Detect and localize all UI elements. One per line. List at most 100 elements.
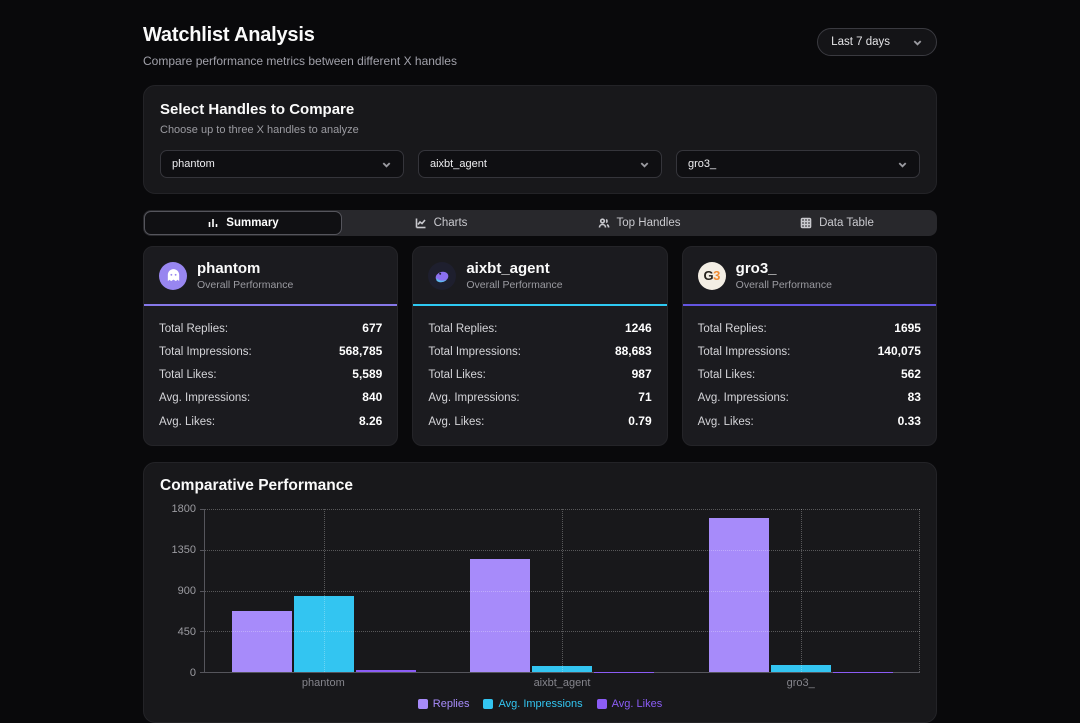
metric-row: Avg. Impressions: 71 — [428, 386, 651, 409]
metric-row: Total Replies:1246 — [428, 316, 651, 339]
metric-value: 5,589 — [352, 367, 382, 381]
metric-label: Avg. Impressions: — [428, 392, 519, 404]
handle-select-2[interactable]: aixbt_agent — [418, 150, 662, 178]
tab-charts[interactable]: Charts — [342, 211, 540, 235]
metric-row: Total Likes:562 — [698, 363, 921, 386]
metric-label: Total Replies: — [159, 323, 228, 335]
card-gro3-header: G3 gro3_ Overall Performance — [683, 247, 936, 306]
date-range-select[interactable]: Last 7 days — [817, 28, 937, 56]
tab-top-handles-label: Top Handles — [617, 217, 681, 229]
x-tick-label: aixbt_agent — [443, 677, 682, 689]
metric-value: 71 — [638, 390, 651, 404]
header-text: Watchlist Analysis Compare performance m… — [143, 24, 457, 68]
legend-swatch — [418, 699, 428, 709]
handle-picker-title: Select Handles to Compare — [160, 101, 920, 118]
metric-label: Total Likes: — [428, 369, 486, 381]
bar-gro3_-replies — [709, 518, 769, 672]
metric-row: Avg. Likes: 0.33 — [698, 409, 921, 432]
metric-row: Total Likes: 987 — [428, 363, 651, 386]
metric-value: 840 — [362, 390, 382, 404]
metric-row: Avg. Likes: 8.26 — [159, 409, 382, 432]
metric-row: Total Impressions:88,683 — [428, 339, 651, 362]
aixbt-avatar — [428, 262, 456, 290]
page-header: Watchlist Analysis Compare performance m… — [143, 24, 937, 68]
page-title: Watchlist Analysis — [143, 24, 457, 47]
card-phantom-metrics: Total Replies: 677 Total Impressions: 568,… — [144, 306, 397, 445]
metric-value: 677 — [362, 321, 382, 335]
y-tick-mark — [200, 672, 205, 673]
metric-value: 8.26 — [359, 414, 382, 428]
bar-aixbt_agent-replies — [470, 559, 530, 673]
metric-row: Total Impressions: 140,075 — [698, 339, 921, 362]
handle-select-3[interactable]: gro3_ — [676, 150, 920, 178]
metric-value: 568,785 — [339, 344, 382, 358]
metric-label: Avg. Impressions: — [159, 392, 250, 404]
handle-select-1[interactable]: phantom — [160, 150, 404, 178]
card-aixbt-agent: aixbt_agent Overall Performance Total Re… — [412, 246, 667, 446]
chart-plot — [204, 509, 920, 673]
metric-row: Total Likes:5,589 — [159, 363, 382, 386]
bar-phantom-replies — [232, 611, 292, 673]
page-subtitle: Compare performance metrics between diff… — [143, 54, 457, 68]
tab-summary[interactable]: Summary — [144, 211, 342, 235]
handle-picker-card: Select Handles to Compare Choose up to t… — [143, 85, 937, 194]
y-tick-label: 1800 — [172, 503, 196, 515]
card-phantom: phantom Overall Performance Total Replie… — [143, 246, 398, 446]
metric-label: Total Impressions: — [698, 346, 791, 358]
summary-cards-row: phantom Overall Performance Total Replie… — [143, 246, 937, 446]
bar-chart-icon — [207, 217, 219, 229]
metric-row: Total Replies:1695 — [698, 316, 921, 339]
metric-value: 1246 — [625, 321, 652, 335]
metric-row: Avg. Impressions: 840 — [159, 386, 382, 409]
y-tick-mark — [200, 509, 205, 510]
metric-label: Avg. Likes: — [428, 416, 484, 428]
handle-subtitle: Overall Performance — [197, 279, 293, 291]
card-gro3-titles: gro3_ Overall Performance — [736, 260, 832, 291]
tab-summary-label: Summary — [226, 217, 278, 229]
metric-label: Total Impressions: — [159, 346, 252, 358]
metric-label: Avg. Likes: — [698, 416, 754, 428]
v-gridline — [919, 509, 920, 672]
chart-title: Comparative Performance — [160, 477, 920, 495]
legend-swatch — [597, 699, 607, 709]
metric-label: Avg. Impressions: — [698, 392, 789, 404]
chevron-down-icon — [639, 159, 650, 170]
metric-value: 140,075 — [878, 344, 921, 358]
handle-name: aixbt_agent — [466, 260, 562, 277]
y-tick-label: 900 — [178, 585, 196, 597]
x-tick-label: phantom — [204, 677, 443, 689]
chevron-down-icon — [897, 159, 908, 170]
card-phantom-header: phantom Overall Performance — [144, 247, 397, 306]
card-aixbt-metrics: Total Replies:1246 Total Impressions:88,… — [413, 306, 666, 445]
card-aixbt-titles: aixbt_agent Overall Performance — [466, 260, 562, 291]
chevron-down-icon — [912, 37, 923, 48]
handle-subtitle: Overall Performance — [466, 279, 562, 291]
date-range-value: Last 7 days — [831, 36, 890, 48]
ghost-icon — [165, 267, 182, 284]
tab-data-table[interactable]: Data Table — [738, 211, 936, 235]
h-gridline — [205, 509, 920, 510]
g3-logo: G3 — [703, 268, 719, 283]
line-chart-icon — [415, 217, 427, 229]
tab-top-handles[interactable]: Top Handles — [540, 211, 738, 235]
metric-value: 88,683 — [615, 344, 652, 358]
table-icon — [800, 217, 812, 229]
tab-data-table-label: Data Table — [819, 217, 874, 229]
handle-select-2-value: aixbt_agent — [430, 158, 487, 170]
metric-value: 0.79 — [628, 414, 651, 428]
handle-select-3-value: gro3_ — [688, 158, 716, 170]
y-tick-label: 450 — [178, 626, 196, 638]
metric-value: 0.33 — [898, 414, 921, 428]
h-gridline — [205, 631, 920, 632]
y-tick-mark — [200, 631, 205, 632]
users-icon — [598, 217, 610, 229]
legend-swatch — [483, 699, 493, 709]
gro3-avatar: G3 — [698, 262, 726, 290]
metric-label: Total Replies: — [698, 323, 767, 335]
bar-phantom-avg-likes — [356, 670, 416, 672]
x-tick-label: gro3_ — [681, 677, 920, 689]
metric-value: 987 — [632, 367, 652, 381]
metric-label: Avg. Likes: — [159, 416, 215, 428]
metric-row: Avg. Impressions:83 — [698, 386, 921, 409]
